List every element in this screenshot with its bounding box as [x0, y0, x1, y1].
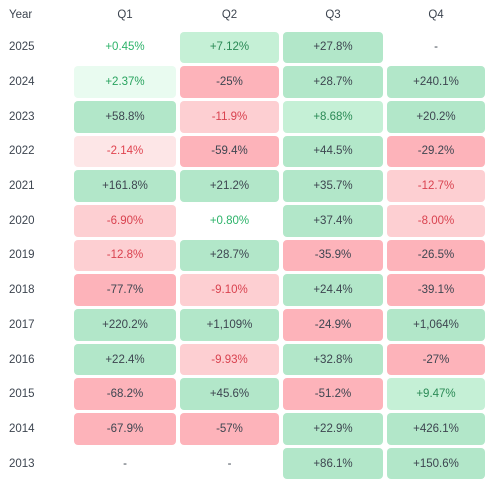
year-label: 2016 [9, 353, 35, 366]
year-label: 2023 [9, 110, 35, 123]
return-cell-q3: +86.1% [283, 447, 383, 480]
year-label: 2021 [9, 180, 35, 193]
return-cell-q1: -77.7% [74, 274, 176, 306]
year-label: 2014 [9, 422, 35, 435]
return-cell-q3: +28.7% [283, 66, 383, 98]
return-cell-q4: +240.1% [387, 66, 485, 98]
year-label: 2013 [9, 457, 35, 470]
return-cell-q2: +1,109% [180, 309, 279, 341]
return-cell-q2: -9.10% [180, 274, 279, 306]
return-cell-q4: -26.5% [387, 239, 485, 272]
return-cell-q3: +35.7% [283, 170, 383, 202]
return-cell-q3: -24.9% [283, 309, 383, 341]
year-column-header: Year [9, 9, 33, 21]
return-cell-q4: -39.1% [387, 274, 485, 306]
return-cell-q2: -11.9% [180, 100, 279, 133]
return-cell-q2: +7.12% [180, 31, 279, 64]
return-cell-q3: -51.2% [283, 378, 383, 411]
year-label: 2018 [9, 284, 35, 297]
return-cell-q3: +37.4% [283, 204, 383, 237]
return-cell-q4: - [434, 41, 438, 54]
return-cell-q1: +58.8% [74, 100, 176, 133]
return-cell-q4: -8.00% [387, 204, 485, 237]
return-cell-q1: -68.2% [74, 378, 176, 411]
return-cell-q1: +161.8% [74, 170, 176, 202]
year-label: 2022 [9, 145, 35, 158]
year-label: 2020 [9, 214, 35, 227]
return-cell-q3: +27.8% [283, 31, 383, 64]
year-label: 2017 [9, 318, 35, 331]
return-cell-q2: -9.93% [180, 343, 279, 376]
year-label: 2019 [9, 249, 35, 262]
return-cell-q1: +2.37% [74, 66, 176, 98]
return-cell-q1: -67.9% [74, 413, 176, 445]
return-cell-q1: +22.4% [74, 343, 176, 376]
return-cell-q2: +21.2% [180, 170, 279, 202]
return-cell-q4: +1,064% [387, 309, 485, 341]
year-label: 2024 [9, 76, 35, 89]
return-cell-q3: -35.9% [283, 239, 383, 272]
return-cell-q3: +8.68% [283, 100, 383, 133]
q4-column-header: Q4 [428, 9, 444, 21]
return-cell-q2: - [227, 457, 232, 470]
q2-column-header: Q2 [221, 9, 238, 21]
return-cell-q4: -27% [387, 343, 485, 376]
return-cell-q3: +22.9% [283, 413, 383, 445]
return-cell-q1: +220.2% [74, 309, 176, 341]
return-cell-q3: +32.8% [283, 343, 383, 376]
return-cell-q3: +24.4% [283, 274, 383, 306]
return-cell-q2: -57% [180, 413, 279, 445]
return-cell-q1: -12.8% [74, 239, 176, 272]
return-cell-q1: - [123, 457, 127, 470]
return-cell-q2: -59.4% [180, 135, 279, 168]
year-label: 2025 [9, 41, 35, 54]
return-cell-q2: -25% [180, 66, 279, 98]
return-cell-q4: -29.2% [387, 135, 485, 168]
q3-column-header: Q3 [325, 9, 341, 21]
return-cell-q4: +20.2% [387, 100, 485, 133]
return-cell-q2: +0.80% [209, 214, 250, 227]
year-label: 2015 [9, 388, 35, 401]
q1-column-header: Q1 [117, 9, 133, 21]
return-cell-q4: -12.7% [387, 170, 485, 202]
return-cell-q4: +150.6% [387, 447, 485, 480]
return-cell-q4: +426.1% [387, 413, 485, 445]
return-cell-q1: -6.90% [74, 204, 176, 237]
return-cell-q2: +45.6% [180, 378, 279, 411]
return-cell-q1: +0.45% [105, 41, 145, 54]
return-cell-q1: -2.14% [74, 135, 176, 168]
return-cell-q3: +44.5% [283, 135, 383, 168]
return-cell-q4: +9.47% [387, 378, 485, 411]
return-cell-q2: +28.7% [180, 239, 279, 272]
returns-grid: Year Q1 Q2 Q3 Q4 2025 +0.45% +7.12% +27.8% -… [9, 9, 485, 480]
